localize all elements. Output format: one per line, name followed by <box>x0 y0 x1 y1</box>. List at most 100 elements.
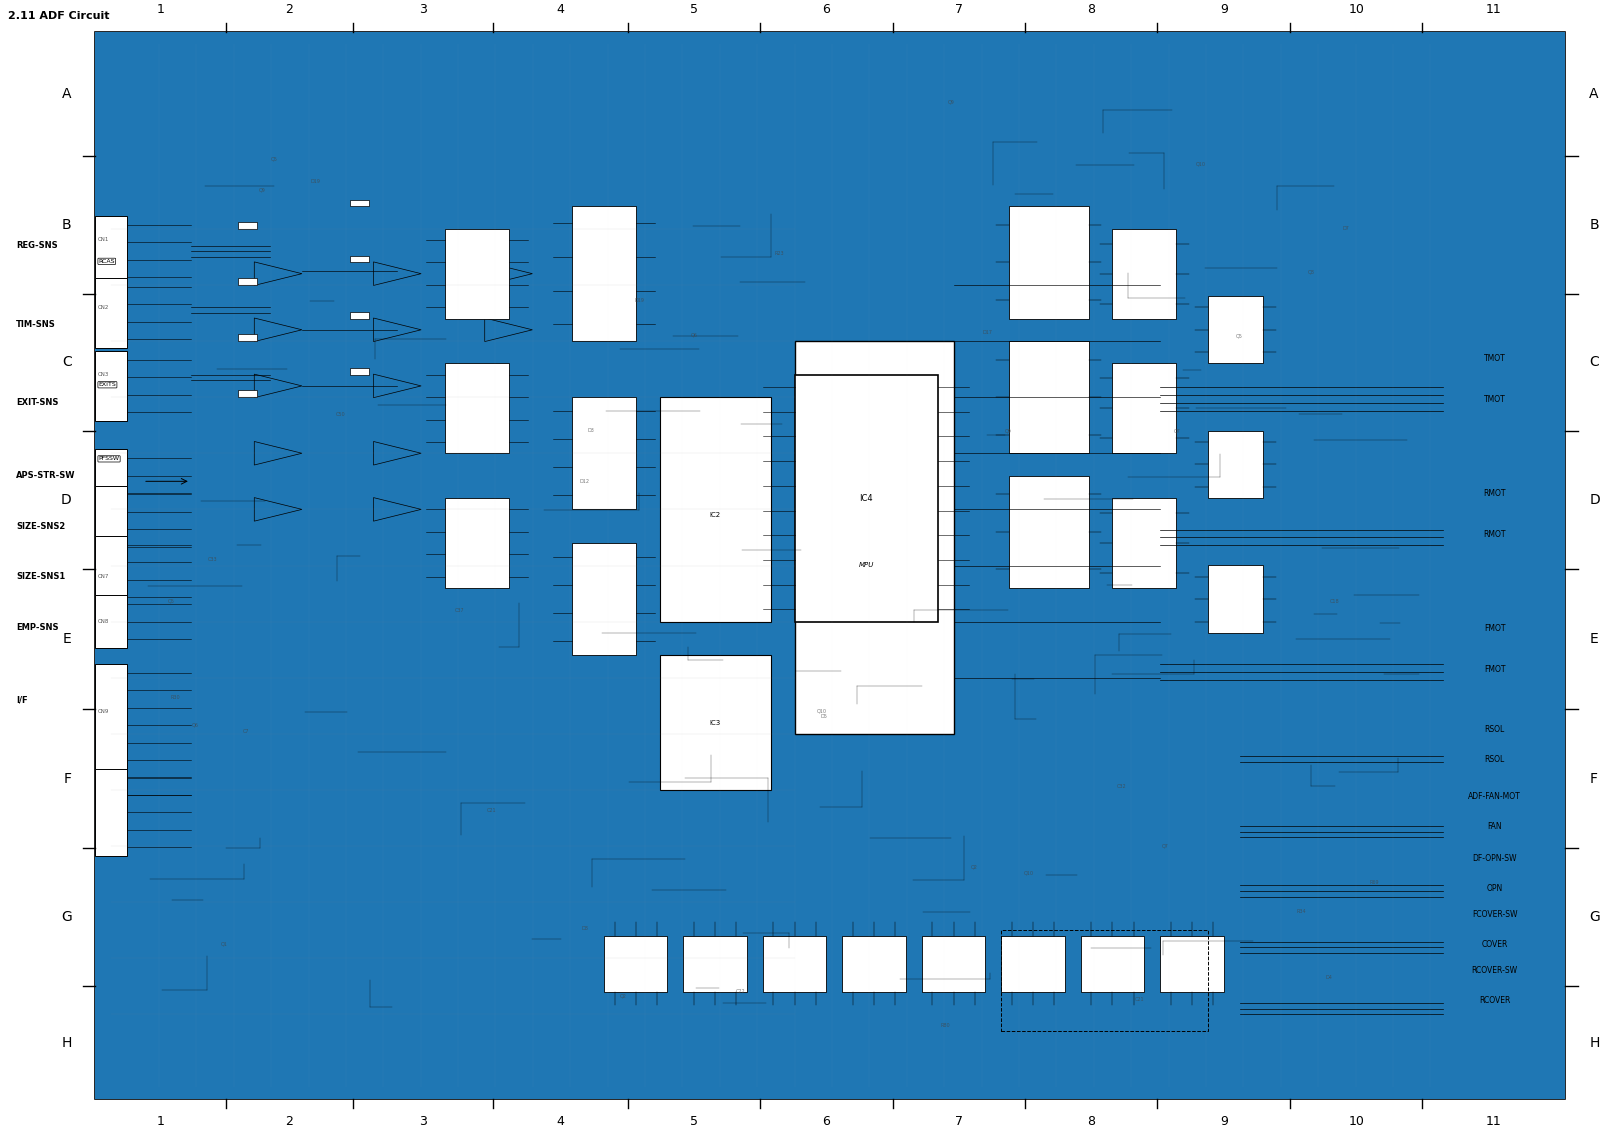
Text: 2: 2 <box>285 1115 293 1129</box>
Text: OPN: OPN <box>1486 883 1502 892</box>
Text: CN3: CN3 <box>98 372 109 378</box>
Text: 10: 10 <box>1349 1115 1365 1129</box>
Text: IC3: IC3 <box>709 719 720 726</box>
Text: RCOVER-SW: RCOVER-SW <box>1472 966 1518 975</box>
Ellipse shape <box>1459 649 1531 690</box>
Text: C37: C37 <box>454 608 464 613</box>
Bar <box>1208 296 1264 363</box>
Bar <box>1010 206 1088 319</box>
Text: Q6: Q6 <box>691 333 698 337</box>
Bar <box>1112 228 1176 319</box>
Text: REG-SNS: REG-SNS <box>16 241 58 250</box>
Text: Q5: Q5 <box>1235 334 1242 338</box>
Text: CN1: CN1 <box>98 238 109 242</box>
Text: D7: D7 <box>1342 226 1349 231</box>
Text: EXITS: EXITS <box>99 382 117 387</box>
Bar <box>1443 869 1546 908</box>
Text: R69: R69 <box>1370 880 1379 884</box>
Bar <box>659 397 771 622</box>
Text: TMOT: TMOT <box>1483 396 1506 405</box>
Text: Q7: Q7 <box>1173 429 1181 433</box>
Bar <box>1208 431 1264 498</box>
Text: D3: D3 <box>587 428 594 433</box>
Bar <box>763 935 827 992</box>
Text: 5: 5 <box>690 1115 698 1129</box>
Text: G: G <box>61 910 72 924</box>
Text: A: A <box>62 87 72 101</box>
Text: R23: R23 <box>774 251 784 256</box>
Bar <box>1112 498 1176 588</box>
Text: Q2: Q2 <box>619 993 627 999</box>
Text: D19: D19 <box>635 297 645 303</box>
Text: CN8: CN8 <box>98 619 109 624</box>
Text: C: C <box>1589 355 1598 370</box>
Text: ADF-FAN-MOT: ADF-FAN-MOT <box>1469 792 1522 801</box>
Bar <box>350 312 368 319</box>
Text: RCAS: RCAS <box>99 259 115 264</box>
Bar <box>96 351 126 421</box>
Text: B: B <box>62 218 72 232</box>
Text: RSOL: RSOL <box>1485 725 1506 734</box>
Bar <box>350 368 368 374</box>
Text: Q6: Q6 <box>192 723 198 727</box>
Text: CN9: CN9 <box>98 709 109 714</box>
Bar <box>96 216 126 286</box>
Text: B: B <box>1589 218 1598 232</box>
Text: 9: 9 <box>1219 2 1227 16</box>
Bar <box>96 536 126 606</box>
Text: TMOT: TMOT <box>1483 354 1506 363</box>
Bar <box>350 256 368 262</box>
Bar <box>1443 925 1546 964</box>
Ellipse shape <box>1459 380 1531 420</box>
Text: COVER: COVER <box>1482 940 1507 949</box>
Bar <box>96 664 126 804</box>
Text: R80: R80 <box>941 1022 950 1028</box>
Text: D5: D5 <box>821 714 827 718</box>
Text: C33: C33 <box>208 556 218 562</box>
Text: D19: D19 <box>310 179 320 183</box>
Text: Q5: Q5 <box>168 598 174 603</box>
Text: D17: D17 <box>982 330 994 335</box>
Text: C21: C21 <box>1134 996 1144 1002</box>
Text: TIM-SNS: TIM-SNS <box>16 320 56 329</box>
Text: Q5: Q5 <box>270 157 277 162</box>
Bar <box>96 769 126 856</box>
Text: FMOT: FMOT <box>1483 624 1506 633</box>
Bar <box>1010 476 1088 588</box>
Text: Q10: Q10 <box>1195 162 1206 166</box>
Bar <box>573 397 635 509</box>
Text: Q8: Q8 <box>1307 269 1315 275</box>
Bar <box>659 655 771 789</box>
Text: FAN: FAN <box>1488 822 1502 831</box>
Bar <box>96 278 126 348</box>
Text: Q1: Q1 <box>221 942 227 947</box>
Text: Q9: Q9 <box>1005 429 1011 433</box>
Text: F: F <box>64 771 72 786</box>
Text: FMOT: FMOT <box>1483 665 1506 674</box>
Text: Q10: Q10 <box>1024 871 1034 875</box>
Text: DF-OPN-SW: DF-OPN-SW <box>1472 854 1517 863</box>
Text: IC2: IC2 <box>710 512 720 518</box>
Bar <box>922 935 986 992</box>
Text: FCOVER-SW: FCOVER-SW <box>1472 910 1517 920</box>
Bar <box>842 935 906 992</box>
Text: 8: 8 <box>1086 1115 1094 1129</box>
Text: C22: C22 <box>736 988 746 994</box>
Text: R34: R34 <box>1296 909 1306 914</box>
Bar <box>1112 363 1176 454</box>
Text: 10: 10 <box>1349 2 1365 16</box>
Text: 3: 3 <box>419 2 427 16</box>
Bar <box>238 222 258 228</box>
Text: 7: 7 <box>955 2 963 16</box>
Text: D4: D4 <box>1326 975 1333 981</box>
Text: 11: 11 <box>1486 2 1502 16</box>
Text: MPU: MPU <box>859 562 874 569</box>
Text: D: D <box>1589 493 1600 507</box>
Text: Q9: Q9 <box>947 100 954 104</box>
Text: A: A <box>1589 87 1598 101</box>
Text: E: E <box>1589 632 1598 646</box>
Text: RMOT: RMOT <box>1483 489 1506 498</box>
Bar <box>350 199 368 206</box>
Bar <box>1160 935 1224 992</box>
Bar <box>445 498 509 588</box>
